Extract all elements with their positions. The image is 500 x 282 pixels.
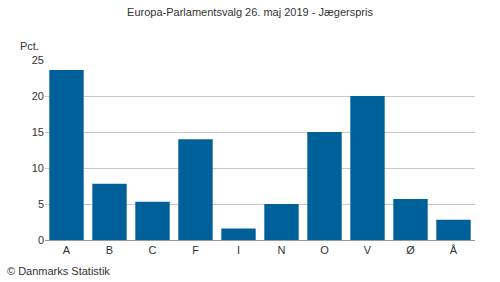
svg-text:15: 15: [32, 126, 44, 138]
svg-text:I: I: [237, 244, 240, 256]
svg-text:F: F: [192, 244, 199, 256]
svg-text:10: 10: [32, 162, 44, 174]
svg-text:Å: Å: [450, 244, 458, 256]
svg-text:Pct.: Pct.: [20, 40, 39, 52]
svg-text:B: B: [106, 244, 113, 256]
svg-text:N: N: [278, 244, 286, 256]
svg-text:Europa-Parlamentsvalg 26. maj: Europa-Parlamentsvalg 26. maj 2019 - Jæg…: [127, 6, 373, 18]
svg-text:20: 20: [32, 90, 44, 102]
svg-text:5: 5: [38, 198, 44, 210]
svg-text:V: V: [364, 244, 372, 256]
svg-text:Ø: Ø: [406, 244, 415, 256]
svg-text:© Danmarks Statistik: © Danmarks Statistik: [7, 265, 110, 277]
svg-text:C: C: [149, 244, 157, 256]
svg-text:0: 0: [38, 234, 44, 246]
svg-text:O: O: [320, 244, 329, 256]
svg-text:A: A: [63, 244, 71, 256]
svg-text:25: 25: [32, 54, 44, 66]
